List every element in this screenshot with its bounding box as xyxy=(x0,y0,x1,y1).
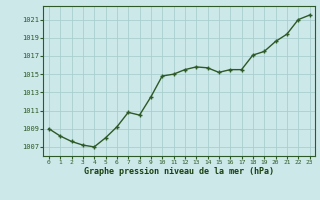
X-axis label: Graphe pression niveau de la mer (hPa): Graphe pression niveau de la mer (hPa) xyxy=(84,167,274,176)
